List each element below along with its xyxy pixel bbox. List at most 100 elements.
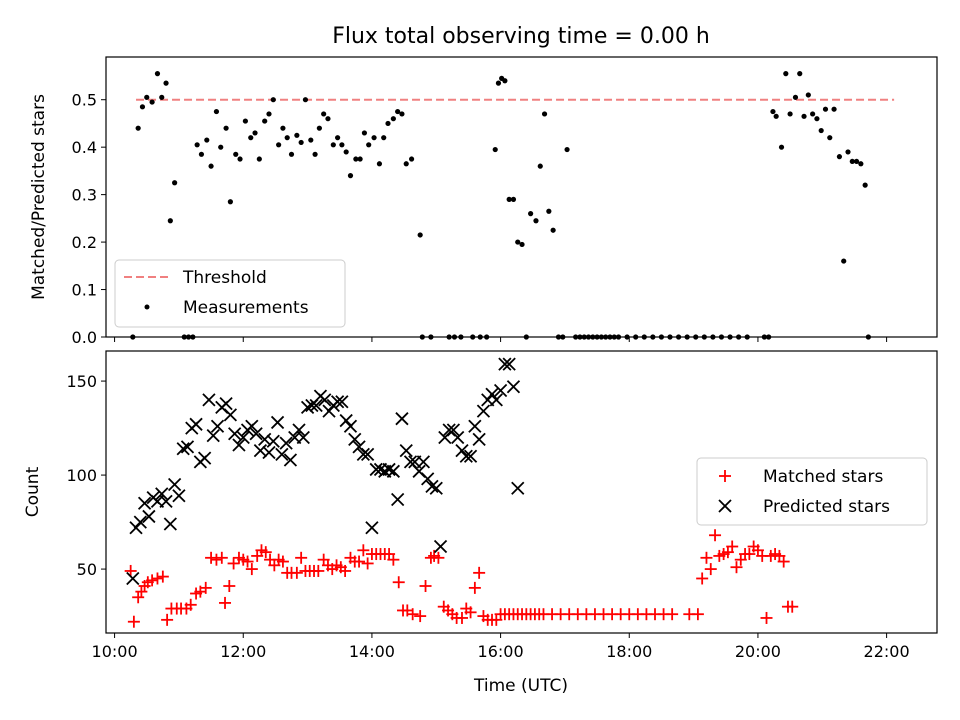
predicted-point-b (352, 440, 366, 454)
predicted-point-b (403, 455, 418, 469)
predicted-point (142, 509, 156, 524)
predicted-point (433, 539, 448, 554)
predicted-point-b (498, 357, 512, 371)
measurements-legend-marker (144, 304, 150, 310)
matched-point (241, 555, 254, 568)
ytick-label: 0.0 (72, 328, 97, 347)
predicted-point (133, 515, 147, 529)
measurement-point (827, 135, 833, 141)
predicted-point (343, 419, 358, 433)
measurement-point (237, 156, 243, 162)
predicted-point (236, 430, 250, 445)
count-panel-frame (105, 350, 938, 634)
measurement-point (506, 196, 512, 202)
ytick-label: 0.3 (72, 186, 97, 205)
measurement-point (528, 211, 534, 217)
measurement-point (841, 258, 847, 264)
measurement-point (280, 125, 286, 131)
measurement-point (533, 218, 539, 224)
count-panel-xticks: 10:00 12:00 14:00 16:00 18:00 20:00 22:00 (92, 633, 910, 661)
count-panel-marks (124, 357, 799, 628)
measurement-point (783, 71, 789, 77)
matched-point (127, 615, 140, 628)
measurement-point (347, 173, 354, 179)
predicted-point (262, 445, 276, 460)
measurement-point (294, 132, 300, 138)
predicted-point-b (126, 571, 140, 586)
predicted-point (198, 451, 212, 465)
ratio-panel: 0.0 0.1 0.2 0.3 0.4 0.5 Matched/Predicted sta… (29, 56, 938, 347)
predicted-point (356, 447, 370, 462)
predicted-point (493, 383, 508, 398)
predicted-point (159, 494, 173, 509)
matched-point (691, 608, 704, 621)
predicted-point (172, 489, 186, 503)
measurement-point (408, 156, 415, 162)
predicted-point-b (451, 430, 465, 445)
predicted-point-b (206, 428, 220, 443)
measurement-point (343, 149, 349, 155)
predicted-point-b (245, 419, 259, 433)
measurement-point (204, 137, 210, 143)
predicted-point (395, 412, 409, 426)
measurements-legend-label: Measurements (183, 298, 309, 318)
matched-point (151, 572, 164, 585)
predicted-point-b (506, 380, 521, 394)
measurement-point (154, 71, 161, 77)
matched-legend-marker (719, 470, 731, 482)
x-axis-label: Time (UTC) (473, 676, 568, 696)
matched-point (219, 596, 232, 609)
measurement-point (550, 227, 556, 233)
predicted-point-b (198, 451, 212, 465)
measurement-point (541, 111, 548, 117)
ratio-panel-xticks (114, 337, 888, 342)
ratio-panel-yticks: 0.0 0.1 0.2 0.3 0.4 0.5 (72, 91, 106, 347)
matched-point (666, 608, 679, 621)
predicted-point-b (386, 464, 401, 478)
predicted-point (502, 357, 516, 371)
predicted-point (300, 400, 315, 415)
matched-point (339, 564, 352, 577)
predicted-point-b (369, 462, 383, 477)
predicted-point-b (163, 517, 177, 531)
predicted-point (399, 444, 413, 458)
measurement-point (403, 161, 409, 167)
predicted-point-b (391, 492, 405, 507)
matched-point (414, 610, 427, 623)
measurement-point (339, 142, 345, 148)
predicted-point (446, 423, 461, 437)
predicted-point-b (210, 419, 225, 433)
measurement-point (149, 99, 155, 105)
count-panel: 50 100 150 10:00 12:00 14:00 16:00 18:00 20:00 2… (23, 350, 938, 696)
matched-point (700, 551, 713, 564)
predicted-point (348, 432, 362, 446)
measurement-point (810, 111, 816, 117)
predicted-point-b (279, 436, 293, 450)
measurement-point (778, 144, 785, 150)
count-panel-yticks: 50 100 150 (66, 372, 106, 579)
count-panel-legend-box (696, 457, 928, 526)
predicted-point (506, 380, 521, 394)
predicted-point-b (296, 430, 310, 445)
predicted-point-b (262, 445, 276, 460)
predicted-point-b (249, 427, 263, 441)
matched-point (455, 611, 468, 624)
measurement-point (218, 144, 224, 150)
matched-point (146, 574, 159, 587)
ytick-label: 0.1 (72, 281, 97, 300)
measurement-point (390, 116, 396, 122)
ratio-panel-ylabel: Matched/Predicted stars (29, 94, 49, 300)
ratio-panel-frame (105, 56, 938, 338)
xtick-label: 18:00 (606, 642, 652, 661)
measurement-point (233, 151, 239, 157)
predicted-point-b (476, 404, 491, 418)
ratio-panel-legend: Threshold Measurements (114, 259, 346, 328)
measurement-point (376, 161, 383, 167)
predicted-point-b (172, 489, 186, 503)
ytick-label: 100 (66, 466, 97, 485)
measurement-point (831, 106, 837, 112)
matched-point (406, 608, 419, 621)
predicted-point (210, 419, 225, 433)
predicted-point-b (511, 481, 525, 495)
predicted-point-b (343, 419, 358, 433)
